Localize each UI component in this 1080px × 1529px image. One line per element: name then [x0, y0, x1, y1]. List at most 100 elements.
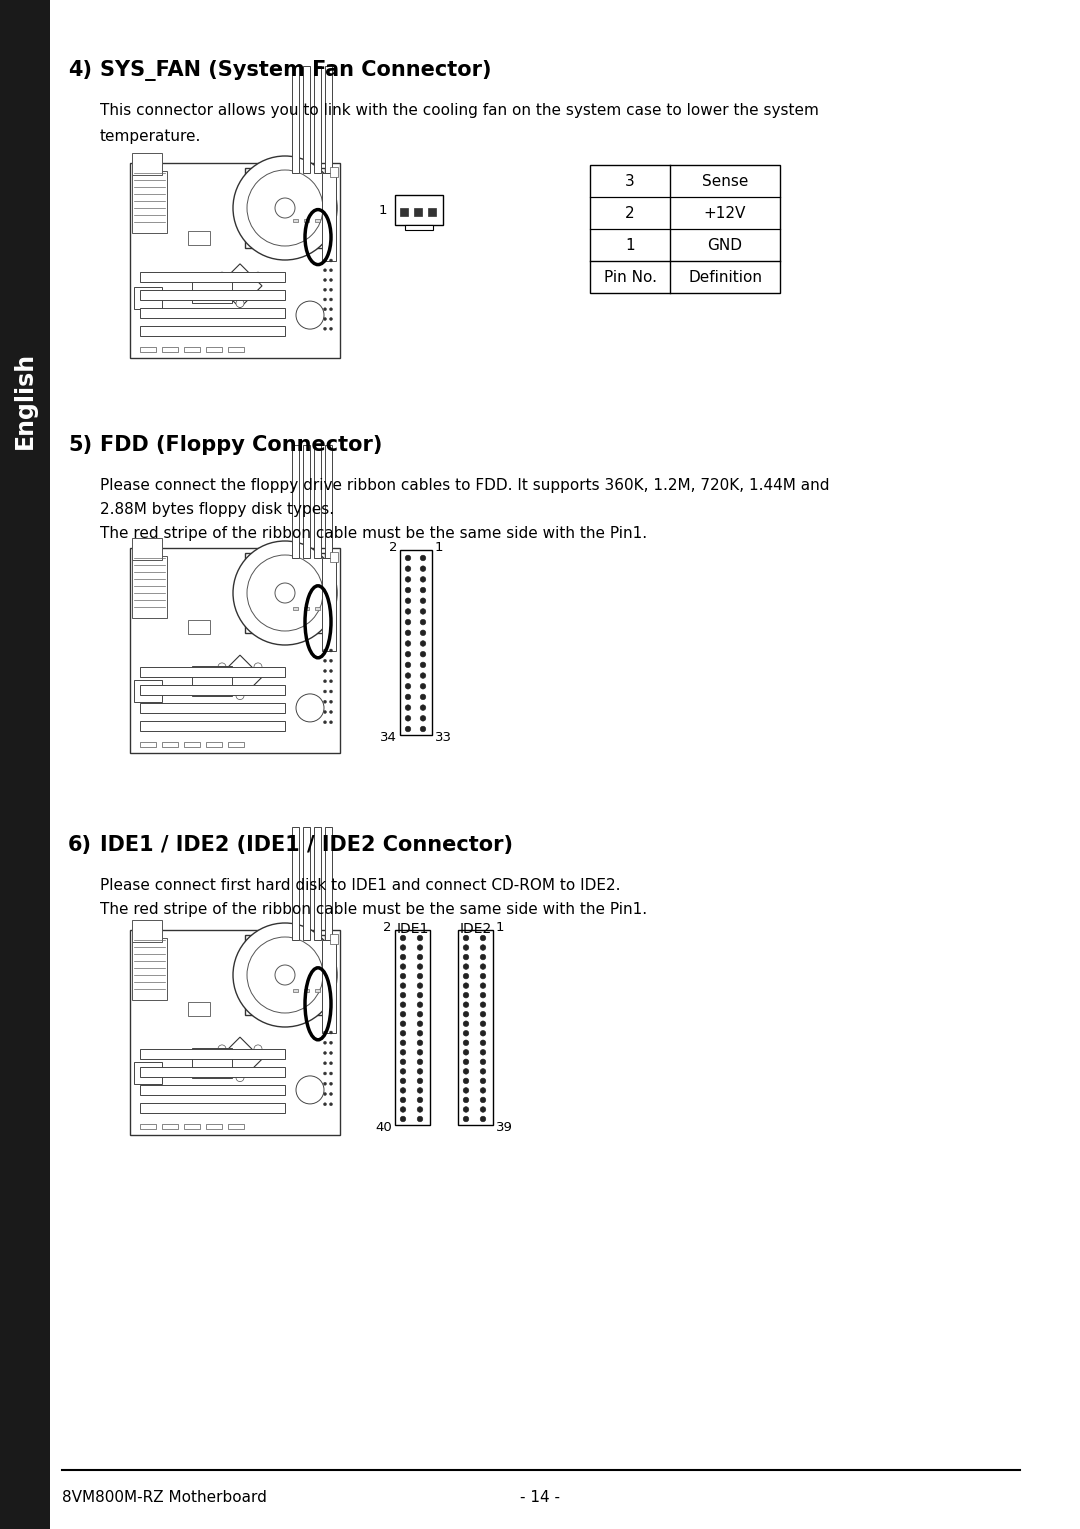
Circle shape: [233, 156, 337, 260]
Bar: [192, 665, 232, 696]
Bar: [292, 827, 299, 940]
Bar: [315, 607, 320, 610]
Circle shape: [329, 1102, 333, 1105]
Bar: [140, 685, 285, 696]
Circle shape: [401, 945, 406, 951]
Circle shape: [401, 974, 406, 979]
Circle shape: [405, 673, 410, 679]
Circle shape: [417, 1107, 422, 1112]
Circle shape: [420, 576, 426, 583]
Circle shape: [401, 1001, 406, 1008]
Circle shape: [324, 269, 326, 272]
Text: +12V: +12V: [704, 205, 746, 220]
Circle shape: [324, 327, 326, 330]
Circle shape: [324, 711, 326, 714]
Text: GND: GND: [707, 237, 743, 252]
Circle shape: [296, 1076, 324, 1104]
Bar: [322, 940, 336, 1032]
Circle shape: [405, 619, 410, 625]
Bar: [326, 607, 330, 610]
Circle shape: [405, 576, 410, 583]
Bar: [140, 722, 285, 731]
Circle shape: [401, 1049, 406, 1055]
Bar: [192, 274, 232, 303]
Circle shape: [417, 1031, 422, 1037]
Circle shape: [420, 726, 426, 732]
Circle shape: [463, 1011, 469, 1017]
Circle shape: [481, 1069, 486, 1075]
Circle shape: [405, 726, 410, 732]
Circle shape: [324, 1052, 326, 1055]
Circle shape: [405, 694, 410, 700]
Bar: [293, 219, 298, 222]
Circle shape: [247, 170, 323, 246]
Circle shape: [329, 711, 333, 714]
Circle shape: [417, 1049, 422, 1055]
Circle shape: [401, 1040, 406, 1046]
Bar: [395, 930, 430, 1125]
Circle shape: [401, 1011, 406, 1017]
Circle shape: [329, 318, 333, 321]
Circle shape: [405, 662, 410, 668]
Polygon shape: [218, 1037, 262, 1081]
Text: 2: 2: [383, 920, 392, 934]
Bar: [303, 607, 309, 610]
Circle shape: [405, 555, 410, 561]
Text: 6): 6): [68, 835, 92, 855]
Circle shape: [420, 587, 426, 593]
Bar: [245, 553, 325, 633]
Circle shape: [324, 680, 326, 683]
Circle shape: [401, 1107, 406, 1112]
Text: 2.88M bytes floppy disk types.: 2.88M bytes floppy disk types.: [100, 502, 334, 517]
Circle shape: [463, 1031, 469, 1037]
Circle shape: [463, 936, 469, 940]
Circle shape: [420, 673, 426, 679]
Circle shape: [481, 1087, 486, 1093]
Circle shape: [324, 1083, 326, 1086]
Bar: [132, 920, 162, 942]
Circle shape: [329, 1031, 333, 1034]
Bar: [303, 445, 310, 558]
Circle shape: [329, 1052, 333, 1055]
Circle shape: [401, 1087, 406, 1093]
Circle shape: [481, 1049, 486, 1055]
Circle shape: [324, 1093, 326, 1095]
Bar: [314, 66, 321, 173]
Bar: [292, 66, 299, 173]
Circle shape: [417, 974, 422, 979]
Text: 34: 34: [380, 731, 397, 745]
Bar: [206, 742, 222, 748]
Circle shape: [329, 670, 333, 673]
Circle shape: [324, 1041, 326, 1044]
Bar: [322, 558, 336, 650]
Circle shape: [463, 954, 469, 960]
Circle shape: [420, 716, 426, 722]
Text: IDE1 / IDE2 (IDE1 / IDE2 Connector): IDE1 / IDE2 (IDE1 / IDE2 Connector): [100, 835, 513, 855]
Circle shape: [481, 1078, 486, 1084]
Bar: [315, 219, 320, 222]
Bar: [206, 347, 222, 352]
Circle shape: [417, 1060, 422, 1064]
Circle shape: [481, 1098, 486, 1102]
Bar: [228, 1124, 244, 1128]
Bar: [140, 667, 285, 677]
Text: Definition: Definition: [688, 269, 762, 284]
Circle shape: [329, 258, 333, 261]
Circle shape: [324, 318, 326, 321]
Text: 1: 1: [378, 203, 387, 217]
Bar: [264, 183, 307, 228]
Circle shape: [417, 1001, 422, 1008]
Bar: [140, 1102, 285, 1113]
Bar: [303, 827, 310, 940]
Circle shape: [329, 1093, 333, 1095]
Circle shape: [481, 974, 486, 979]
Bar: [325, 827, 332, 940]
Circle shape: [324, 690, 326, 693]
Circle shape: [417, 1040, 422, 1046]
Circle shape: [420, 609, 426, 615]
Circle shape: [405, 716, 410, 722]
Circle shape: [329, 289, 333, 291]
Circle shape: [463, 1098, 469, 1102]
Bar: [255, 177, 315, 239]
Bar: [264, 569, 307, 613]
